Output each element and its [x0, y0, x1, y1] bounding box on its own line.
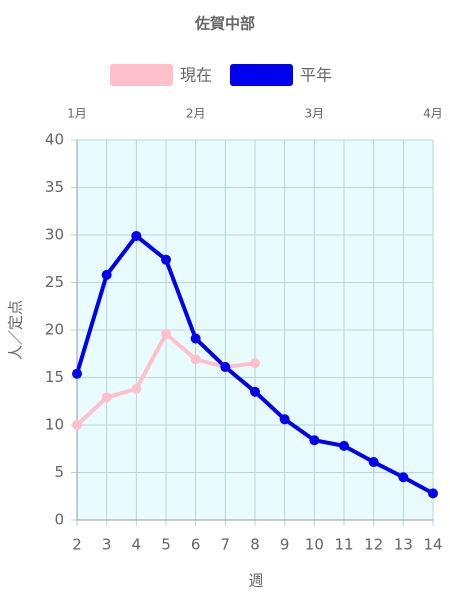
x-tick-label: 5	[161, 536, 171, 554]
x-tick-label: 9	[280, 536, 290, 554]
data-point	[161, 254, 171, 265]
data-point	[368, 457, 379, 468]
data-point	[72, 368, 82, 379]
x-axis-label: 週	[248, 572, 263, 590]
data-point	[101, 392, 112, 403]
x-tick-label: 14	[423, 536, 442, 554]
data-point	[309, 435, 320, 446]
y-tick-label: 40	[45, 131, 64, 149]
x-tick-label: 7	[221, 536, 231, 554]
data-point	[131, 230, 142, 241]
data-point	[220, 362, 231, 373]
y-tick-label: 25	[45, 273, 64, 291]
data-point	[339, 440, 349, 451]
data-point	[131, 383, 142, 394]
x-tick-label: 13	[394, 536, 413, 554]
x-tick-label: 8	[250, 536, 260, 554]
data-point	[428, 488, 438, 499]
x-tick-label: 10	[305, 536, 324, 554]
legend-swatch	[110, 64, 173, 86]
data-point	[190, 333, 201, 344]
legend-label: 現在	[180, 66, 212, 85]
x-tick-label: 3	[102, 536, 112, 554]
y-tick-label: 20	[45, 321, 64, 339]
legend-swatch	[230, 64, 293, 86]
top-tick-label: 2月	[186, 107, 206, 121]
x-tick-label: 12	[364, 536, 383, 554]
y-tick-label: 35	[45, 178, 64, 196]
top-tick-label: 4月	[423, 107, 443, 121]
x-tick-label: 2	[72, 536, 82, 554]
y-axis-label: 人／定点	[7, 300, 25, 360]
top-tick-label: 3月	[305, 107, 325, 121]
x-tick-label: 11	[334, 536, 353, 554]
x-tick-label: 4	[132, 536, 142, 554]
data-point	[161, 328, 171, 339]
y-tick-label: 0	[54, 511, 64, 529]
y-tick-label: 5	[54, 463, 64, 481]
data-point	[250, 358, 260, 369]
top-tick-label: 1月	[67, 107, 87, 121]
data-point	[398, 472, 409, 483]
data-point	[250, 386, 260, 397]
legend-label: 平年	[300, 66, 332, 85]
data-point	[190, 354, 201, 365]
chart-title: 佐賀中部	[194, 15, 255, 33]
data-point	[72, 420, 82, 430]
x-tick-label: 6	[191, 536, 201, 554]
y-tick-label: 10	[45, 416, 64, 434]
y-tick-label: 15	[45, 368, 64, 386]
y-tick-label: 30	[45, 226, 64, 244]
data-point	[279, 414, 290, 425]
data-point	[101, 269, 112, 280]
